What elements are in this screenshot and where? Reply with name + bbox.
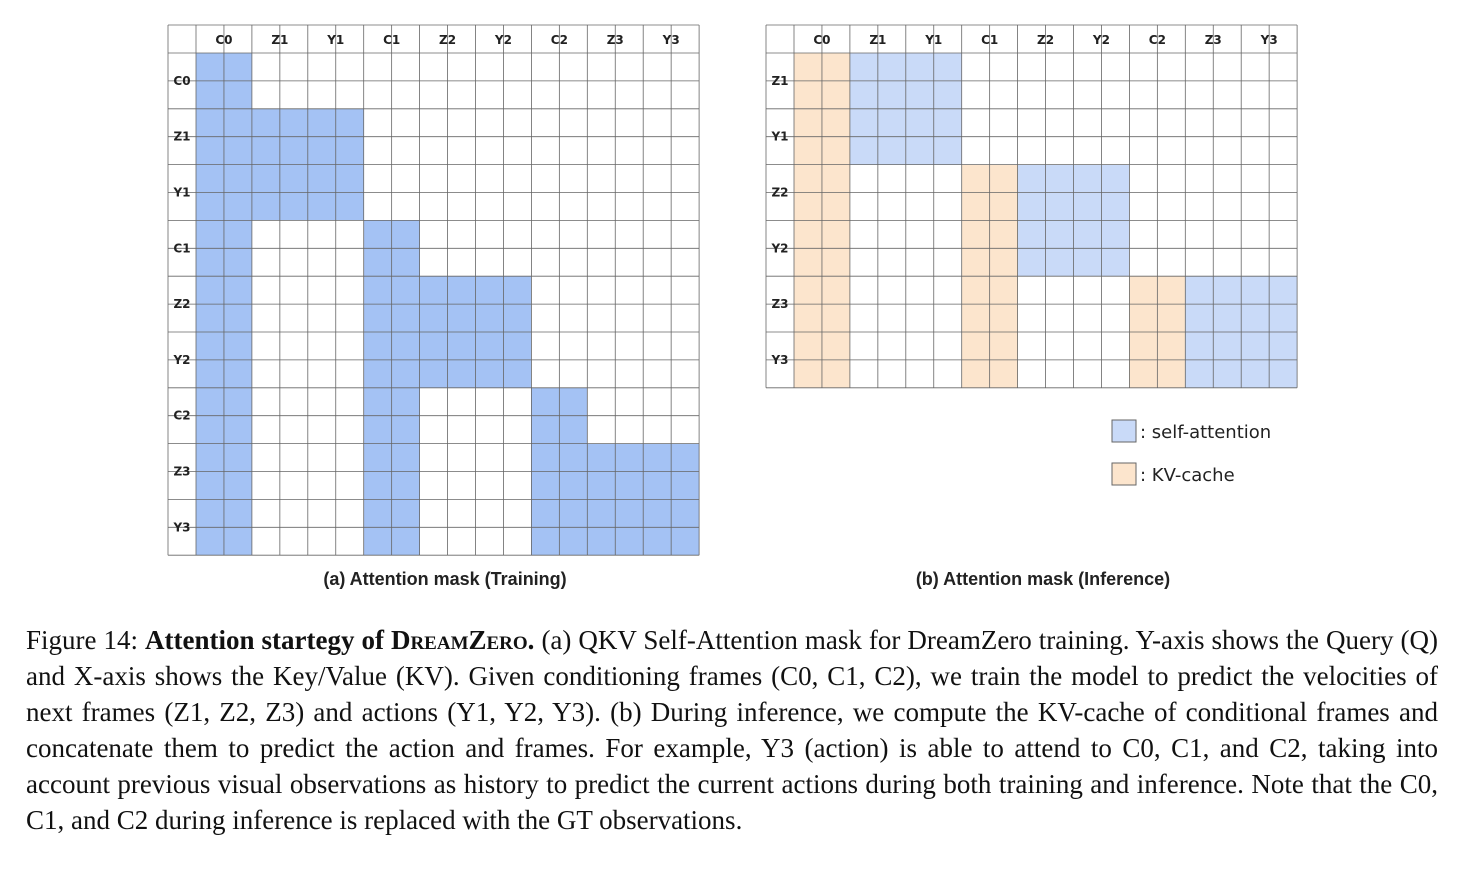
column-header: C1: [383, 33, 400, 47]
training-attention-mask: C0 Z1 Y1 C1 Z2 Y2 C2 Z3 Y3 C0 Z1 Y1 C1 Z2 Y2 C2 Z3 Y3: [167, 24, 700, 556]
column-header: Y1: [326, 33, 344, 47]
row-header: Y3: [770, 353, 788, 367]
column-header: C0: [215, 33, 232, 47]
row-header: Y2: [172, 353, 190, 367]
figure-title-name: DreamZero.: [390, 625, 535, 655]
self-attention-swatch: [1111, 419, 1137, 443]
row-header: Z1: [771, 74, 788, 88]
kv-cache-swatch: [1111, 462, 1137, 486]
row-header: C2: [173, 409, 190, 423]
figure-description: (a) QKV Self-Attention mask for DreamZer…: [26, 625, 1438, 835]
self-attention-label: : self-attention: [1140, 422, 1271, 443]
column-header: Y2: [494, 33, 512, 47]
column-header: Z2: [1037, 33, 1054, 47]
row-header: Z3: [173, 465, 190, 479]
row-header: C0: [173, 74, 190, 88]
row-header: Y3: [172, 520, 190, 534]
column-header: Z1: [271, 33, 288, 47]
kv-cache-label: : KV-cache: [1140, 465, 1235, 486]
column-header: C2: [1149, 33, 1166, 47]
row-header: Z2: [771, 186, 788, 200]
row-header: Y2: [770, 241, 788, 255]
panel-a-caption: (a) Attention mask (Training): [323, 569, 566, 589]
column-header: Y3: [1260, 33, 1278, 47]
row-header: Z3: [771, 297, 788, 311]
column-header: Y2: [1092, 33, 1110, 47]
column-header: C2: [551, 33, 568, 47]
column-header: C0: [813, 33, 830, 47]
column-header: Y1: [924, 33, 942, 47]
row-header: Z2: [173, 297, 190, 311]
column-header: Y3: [662, 33, 680, 47]
column-header: Z1: [869, 33, 886, 47]
attention-figure: C0 Z1 Y1 C1 Z2 Y2 C2 Z3 Y3 C0 Z1 Y1 C1 Z2 Y2 C2 Z3 Y3 (a)…: [167, 24, 1298, 589]
figure-number: Figure 14:: [26, 625, 145, 655]
column-header: Z3: [607, 33, 624, 47]
column-header: Z2: [439, 33, 456, 47]
row-header: Y1: [172, 186, 190, 200]
row-header: C1: [173, 241, 190, 255]
column-header: Z3: [1205, 33, 1222, 47]
panel-b-caption: (b) Attention mask (Inference): [916, 569, 1170, 589]
figure-caption: Figure 14: Attention startegy of DreamZe…: [26, 622, 1438, 838]
column-header: C1: [981, 33, 998, 47]
figure-title: Attention startegy of: [145, 625, 391, 655]
inference-attention-mask: C0 Z1 Y1 C1 Z2 Y2 C2 Z3 Y3 Z1 Y1 Z2 Y2 Z3 Y3: [765, 24, 1298, 389]
row-header: Z1: [173, 130, 190, 144]
row-header: Y1: [770, 130, 788, 144]
legend: : self-attention : KV-cache: [1111, 419, 1271, 486]
